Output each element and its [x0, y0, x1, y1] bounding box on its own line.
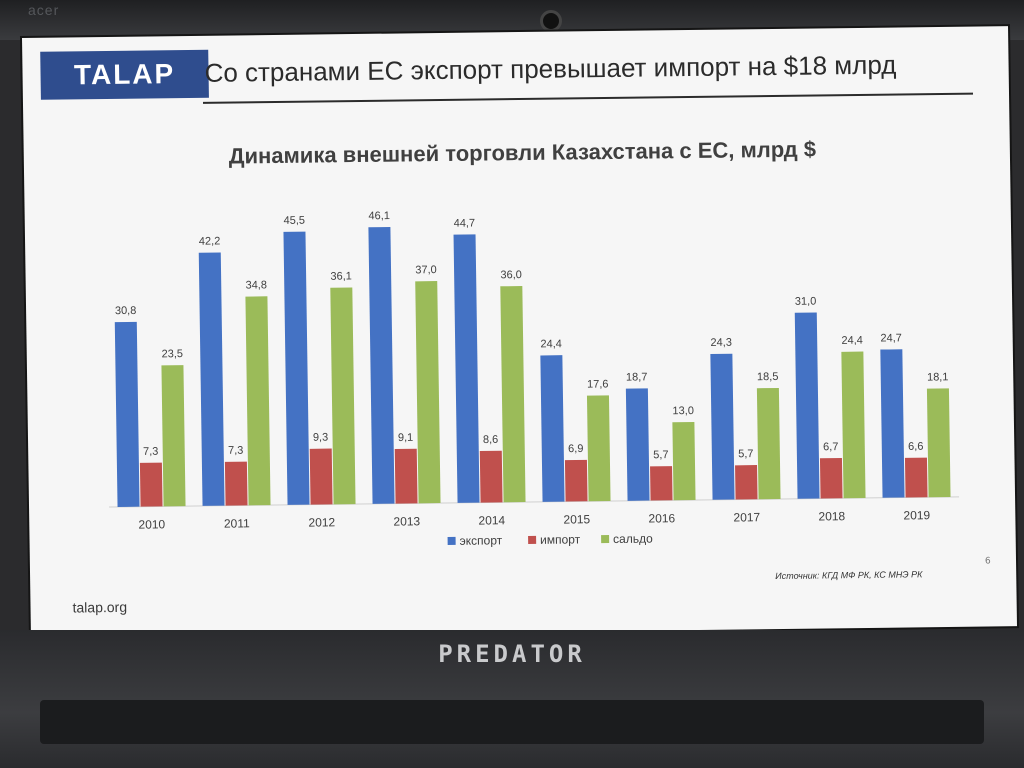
bar-сальдо-2017	[756, 387, 781, 500]
data-label-экспорт-2018: 31,0	[795, 296, 817, 308]
x-tick-label-2011: 2011	[224, 516, 250, 530]
data-label-импорт-2019: 6,6	[908, 441, 923, 453]
bar-экспорт-2019	[880, 349, 905, 498]
laptop-bezel-bottom	[0, 630, 1024, 768]
data-label-сальдо-2012: 36,1	[330, 270, 352, 282]
legend-swatch-импорт	[528, 535, 537, 545]
data-label-экспорт-2016: 18,7	[626, 371, 648, 383]
data-label-импорт-2012: 9,3	[313, 432, 328, 444]
bar-сальдо-2015	[586, 395, 611, 502]
legend-swatch-сальдо	[601, 535, 610, 544]
website-link[interactable]: talap.org	[72, 598, 128, 616]
bar-сальдо-2013	[415, 281, 441, 504]
webcam-icon	[540, 10, 562, 32]
laptop-hinge	[40, 700, 984, 744]
bar-сальдо-2010	[161, 365, 186, 507]
bar-сальдо-2012	[330, 287, 356, 505]
data-label-сальдо-2018: 24,4	[841, 335, 863, 347]
bar-импорт-2014	[479, 450, 503, 503]
data-label-импорт-2010: 7,3	[143, 446, 158, 458]
bar-импорт-2010	[139, 462, 163, 507]
x-tick-label-2014: 2014	[478, 513, 505, 527]
laptop-brand-logo: PREDATOR	[438, 640, 586, 668]
x-tick-label-2016: 2016	[648, 511, 675, 525]
bar-экспорт-2011	[198, 252, 225, 506]
x-tick-label-2015: 2015	[563, 512, 590, 526]
legend-swatch-экспорт	[447, 536, 456, 545]
bar-экспорт-2014	[453, 234, 480, 503]
data-label-импорт-2013: 9,1	[398, 432, 413, 444]
legend-label-экспорт: экспорт	[460, 533, 503, 548]
bar-сальдо-2014	[500, 286, 526, 503]
source-note: Источник: КГД МФ РК, КС МНЭ РК	[775, 569, 923, 582]
bar-импорт-2012	[309, 448, 333, 505]
bar-импорт-2015	[564, 459, 588, 502]
data-label-экспорт-2010: 30,8	[115, 305, 137, 317]
data-label-импорт-2017: 5,7	[738, 448, 753, 460]
bar-экспорт-2015	[540, 355, 565, 502]
bar-экспорт-2017	[710, 353, 735, 500]
data-label-экспорт-2014: 44,7	[454, 217, 476, 229]
legend-label-сальдо: сальдо	[613, 532, 653, 546]
bar-сальдо-2019	[926, 388, 951, 498]
bar-импорт-2019	[904, 457, 928, 498]
data-label-импорт-2018: 6,7	[823, 441, 838, 453]
bar-экспорт-2016	[625, 388, 650, 501]
data-label-импорт-2016: 5,7	[653, 449, 668, 461]
bar-сальдо-2018	[841, 351, 866, 499]
data-label-экспорт-2019: 24,7	[880, 332, 902, 344]
data-label-импорт-2014: 8,6	[483, 434, 498, 446]
data-label-сальдо-2014: 36,0	[500, 269, 522, 281]
page-number: 6	[984, 556, 991, 567]
bar-сальдо-2016	[672, 422, 696, 501]
bar-импорт-2018	[819, 458, 843, 499]
bar-импорт-2017	[735, 465, 758, 500]
bar-сальдо-2011	[245, 296, 271, 506]
x-tick-label-2019: 2019	[903, 508, 930, 522]
data-label-экспорт-2015: 24,4	[540, 338, 562, 350]
bar-импорт-2016	[650, 466, 673, 501]
legend-label-импорт: импорт	[540, 532, 581, 546]
bar-импорт-2013	[394, 448, 418, 504]
data-label-сальдо-2015: 17,6	[587, 378, 609, 390]
data-label-сальдо-2011: 34,8	[245, 279, 267, 291]
data-label-экспорт-2013: 46,1	[368, 210, 390, 222]
x-tick-label-2010: 2010	[138, 517, 165, 531]
data-label-сальдо-2010: 23,5	[161, 348, 183, 360]
x-tick-label-2012: 2012	[308, 515, 335, 529]
slide-screen: TALAP Со странами ЕС экспорт превышает и…	[22, 26, 1017, 639]
data-label-экспорт-2011: 42,2	[199, 235, 221, 247]
data-label-сальдо-2016: 13,0	[672, 405, 694, 417]
data-label-импорт-2015: 6,9	[568, 443, 583, 455]
bar-экспорт-2013	[368, 227, 395, 504]
x-tick-label-2018: 2018	[818, 509, 845, 523]
data-label-сальдо-2017: 18,5	[757, 371, 779, 383]
data-label-сальдо-2013: 37,0	[415, 264, 437, 276]
data-label-импорт-2011: 7,3	[228, 445, 243, 457]
bar-экспорт-2010	[114, 321, 140, 507]
x-tick-label-2013: 2013	[393, 514, 420, 528]
data-label-сальдо-2019: 18,1	[927, 371, 949, 383]
bar-экспорт-2012	[283, 231, 310, 505]
trade-bar-chart: 30,8 7,3 23,5 2010 42,2 7,3 34,8 2011 45,5 9,3 36,…	[109, 210, 960, 548]
data-label-экспорт-2017: 24,3	[710, 337, 732, 349]
laptop-bezel-brand: acer	[28, 2, 60, 18]
data-label-экспорт-2012: 45,5	[283, 215, 305, 227]
bar-экспорт-2018	[794, 312, 820, 499]
bar-импорт-2011	[224, 461, 248, 506]
x-tick-label-2017: 2017	[733, 510, 760, 524]
